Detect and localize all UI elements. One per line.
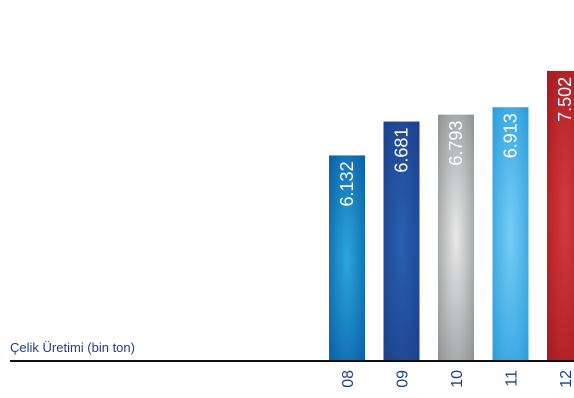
x-tick-label-08: 08 bbox=[340, 370, 357, 388]
bar-09 bbox=[383, 121, 420, 361]
x-tick-label-11: 11 bbox=[504, 370, 521, 387]
chart-title: Çelik Üretimi (bin ton) bbox=[10, 340, 135, 355]
bar-value-label-12: 7.502 bbox=[555, 77, 574, 122]
x-tick-labels: 08 09 10 11 12 bbox=[340, 370, 574, 388]
bar-12 bbox=[547, 70, 574, 361]
x-tick-label-09: 09 bbox=[395, 370, 412, 388]
bar-value-label-11: 6.913 bbox=[501, 113, 521, 158]
x-tick-label-12: 12 bbox=[558, 370, 574, 388]
bar-value-label-08: 6.132 bbox=[337, 161, 357, 206]
x-tick-label-10: 10 bbox=[449, 370, 466, 388]
bar-11 bbox=[492, 107, 529, 361]
bar-10 bbox=[438, 114, 474, 361]
bar-08 bbox=[329, 155, 365, 361]
bar-value-label-10: 6.793 bbox=[446, 121, 466, 166]
bars-layer: 6.132 6.681 6.793 6.913 7.502 bbox=[329, 70, 574, 361]
bar-value-label-09: 6.681 bbox=[392, 128, 412, 173]
